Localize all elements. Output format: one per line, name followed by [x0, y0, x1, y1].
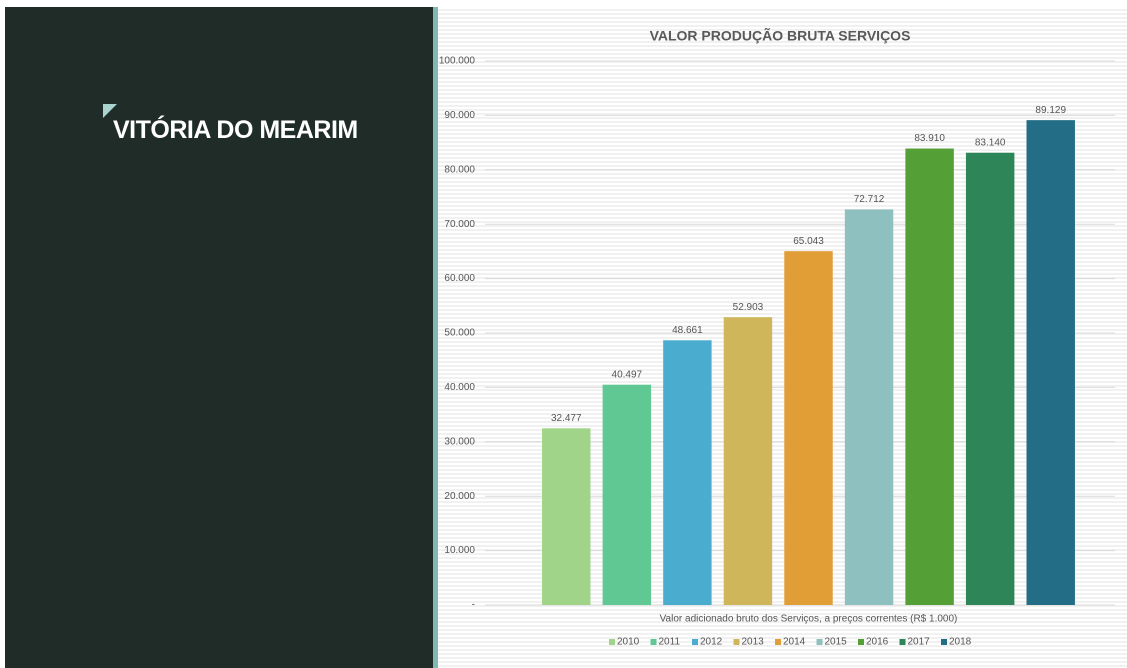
bar	[844, 209, 894, 605]
value-label: 72.712	[854, 194, 885, 205]
bar	[905, 148, 954, 605]
legend-label: 2016	[866, 637, 889, 648]
legend-label: 2018	[949, 637, 972, 648]
bar	[663, 340, 712, 605]
legend-swatch	[775, 639, 781, 645]
legend-label: 2015	[825, 637, 848, 648]
left-panel	[5, 7, 433, 668]
corner-mark	[103, 104, 117, 118]
value-label: 32.477	[551, 413, 582, 424]
legend-label: 2013	[742, 637, 765, 648]
legend-label: 2014	[783, 637, 806, 648]
legend-label: 2010	[617, 637, 640, 648]
y-tick-label: 10.000	[444, 545, 475, 556]
value-label: 40.497	[612, 369, 643, 380]
legend-label: 2017	[908, 637, 931, 648]
value-label: 52.903	[733, 302, 764, 313]
y-tick-label: 90.000	[444, 110, 475, 121]
legend-swatch	[650, 639, 657, 645]
legend-swatch	[692, 639, 698, 645]
legend-label: 2011	[659, 637, 681, 648]
legend-swatch	[858, 639, 864, 645]
value-label: 89.129	[1035, 105, 1066, 116]
y-tick-label: -	[472, 600, 475, 611]
x-tick-label: Valor adicionado bruto dos Serviços, a p…	[660, 614, 958, 625]
value-label: 48.661	[672, 325, 703, 336]
legend-swatch	[899, 639, 906, 645]
bar	[1026, 120, 1075, 605]
y-tick-label: 50.000	[444, 328, 475, 339]
y-tick-label: 40.000	[444, 382, 475, 393]
value-label: 83.140	[975, 137, 1006, 148]
legend-swatch	[941, 639, 947, 645]
value-label: 65.043	[793, 236, 824, 247]
legend-swatch	[816, 639, 823, 645]
bar	[542, 428, 591, 605]
bar	[723, 317, 773, 605]
accent-bar	[433, 7, 438, 668]
y-tick-label: 100.000	[439, 56, 476, 67]
chart-title: VALOR PRODUÇÃO BRUTA SERVIÇOS	[650, 27, 911, 44]
y-tick-label: 70.000	[444, 219, 475, 230]
legend-label: 2012	[700, 637, 723, 648]
legend-swatch	[733, 639, 740, 645]
legend-swatch	[609, 639, 615, 645]
y-tick-label: 60.000	[444, 273, 475, 284]
bar	[965, 152, 1015, 606]
bar	[602, 384, 652, 605]
slide-heading: VITÓRIA DO MEARIM	[113, 116, 358, 144]
value-label: 83.910	[914, 133, 945, 144]
y-tick-label: 20.000	[444, 491, 475, 502]
y-tick-label: 30.000	[444, 436, 475, 447]
y-tick-label: 80.000	[444, 164, 475, 175]
bar	[784, 251, 833, 605]
